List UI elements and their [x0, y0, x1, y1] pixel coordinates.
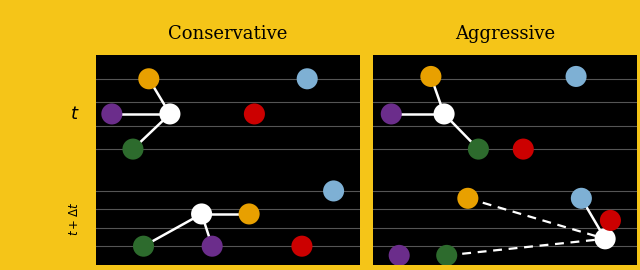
Point	[302, 77, 312, 81]
Point	[576, 196, 586, 200]
Point	[328, 189, 339, 193]
Point	[250, 112, 260, 116]
Point	[207, 244, 218, 248]
Point	[128, 147, 138, 151]
Point	[196, 212, 207, 216]
Point	[463, 196, 473, 200]
Point	[474, 147, 484, 151]
Point	[138, 244, 148, 248]
Point	[571, 74, 581, 79]
Point	[394, 253, 404, 258]
Point	[518, 147, 529, 151]
Point	[442, 253, 452, 258]
Point	[386, 112, 396, 116]
Text: Aggressive: Aggressive	[455, 25, 555, 43]
Point	[107, 112, 117, 116]
Text: Conservative: Conservative	[168, 25, 288, 43]
Point	[439, 112, 449, 116]
Point	[297, 244, 307, 248]
Point	[426, 74, 436, 79]
Point	[600, 237, 611, 241]
Point	[605, 218, 616, 222]
Point	[144, 77, 154, 81]
Point	[244, 212, 254, 216]
Point	[165, 112, 175, 116]
Text: $t$: $t$	[70, 105, 79, 123]
Text: $t+\Delta t$: $t+\Delta t$	[68, 201, 81, 236]
